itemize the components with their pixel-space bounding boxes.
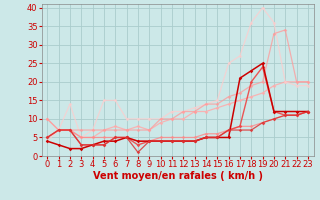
X-axis label: Vent moyen/en rafales ( km/h ): Vent moyen/en rafales ( km/h ) — [92, 171, 263, 181]
